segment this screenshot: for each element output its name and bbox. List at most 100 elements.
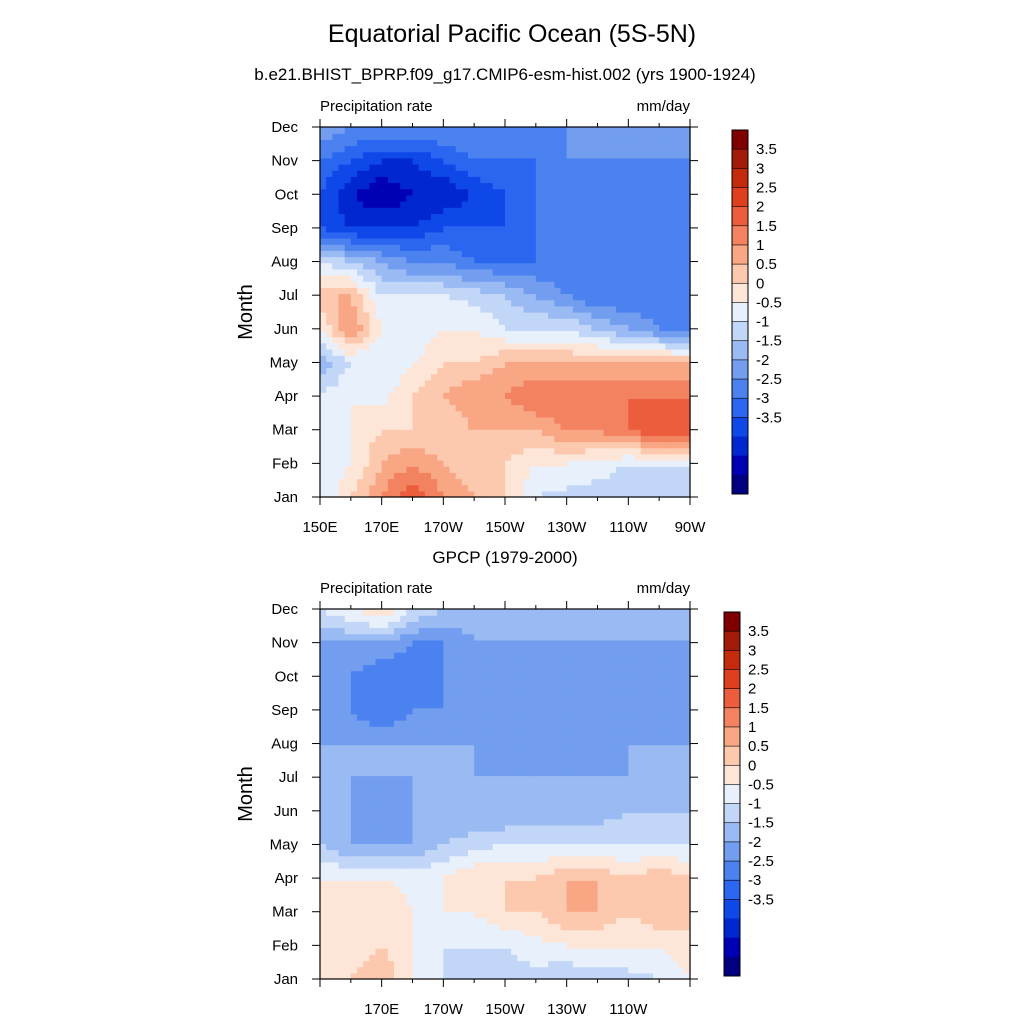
- heatmap-cell: [646, 287, 654, 295]
- heatmap-cell: [332, 490, 340, 498]
- heatmap-cell: [597, 201, 605, 208]
- heatmap-cell: [468, 460, 475, 467]
- heatmap-cell: [350, 188, 358, 196]
- heatmap-cell: [597, 170, 605, 177]
- heatmap-cell: [535, 392, 543, 399]
- heatmap-cell: [369, 942, 377, 949]
- heatmap-cell: [381, 231, 389, 239]
- heatmap-cell: [653, 905, 660, 912]
- heatmap-cell: [683, 886, 691, 894]
- heatmap-cell: [320, 954, 327, 962]
- heatmap-cell: [320, 194, 327, 202]
- heatmap-cell: [437, 268, 444, 276]
- heatmap-cell: [498, 164, 506, 171]
- heatmap-cell: [646, 855, 654, 863]
- heatmap-cell: [665, 868, 673, 875]
- y-tick-label: Sep: [271, 220, 298, 237]
- heatmap-cell: [505, 905, 512, 912]
- heatmap-cell: [542, 281, 549, 288]
- heatmap-cell: [579, 373, 586, 381]
- heatmap-cell: [424, 367, 432, 375]
- heatmap-cell: [616, 250, 623, 258]
- heatmap-cell: [566, 416, 574, 424]
- heatmap-cell: [387, 182, 395, 190]
- heatmap-cell: [579, 151, 586, 159]
- heatmap-cell: [369, 892, 377, 900]
- heatmap-cell: [683, 905, 691, 912]
- heatmap-cell: [646, 460, 654, 467]
- heatmap-cell: [609, 330, 617, 338]
- heatmap-cell: [597, 268, 605, 276]
- heatmap-cell: [424, 194, 432, 202]
- heatmap-cell: [412, 886, 420, 894]
- heatmap-cell: [523, 151, 531, 159]
- heatmap-cell: [634, 490, 642, 498]
- heatmap-cell: [554, 398, 562, 406]
- heatmap-cell: [640, 293, 648, 301]
- heatmap-cell: [357, 361, 364, 369]
- heatmap-cell: [529, 911, 537, 918]
- heatmap-cell: [653, 929, 660, 937]
- heatmap-cell: [332, 281, 340, 288]
- heatmap-cell: [634, 164, 642, 171]
- heatmap-cell: [461, 911, 469, 918]
- heatmap-cell: [468, 188, 475, 196]
- heatmap-cell: [609, 324, 617, 332]
- heatmap-cell: [332, 410, 340, 418]
- heatmap-cell: [431, 478, 438, 486]
- heatmap-cell: [677, 244, 685, 251]
- heatmap-cell: [517, 238, 525, 245]
- heatmap-cell: [455, 868, 463, 875]
- heatmap-cell: [320, 127, 327, 134]
- heatmap-cell: [338, 281, 346, 288]
- heatmap-cell: [486, 151, 494, 159]
- heatmap-cell: [523, 478, 531, 486]
- heatmap-cell: [437, 453, 444, 461]
- heatmap-cell: [640, 935, 648, 943]
- heatmap-cell: [659, 849, 666, 857]
- heatmap-cell: [480, 133, 488, 140]
- heatmap-cell: [480, 868, 488, 875]
- heatmap-cell: [455, 336, 463, 344]
- heatmap-cell: [677, 423, 685, 430]
- heatmap-cell: [548, 898, 555, 906]
- heatmap-cell: [461, 231, 469, 239]
- heatmap-cell: [418, 942, 426, 949]
- heatmap-cell: [412, 342, 420, 350]
- heatmap-cell: [591, 447, 599, 455]
- heatmap-cell: [548, 392, 555, 399]
- heatmap-cell: [320, 843, 327, 851]
- heatmap-cell: [683, 250, 691, 258]
- heatmap-cell: [431, 929, 438, 937]
- heatmap-cell: [585, 213, 592, 221]
- heatmap-cell: [628, 268, 636, 276]
- x-tick-label: 170W: [424, 519, 464, 536]
- heatmap-cell: [387, 966, 395, 974]
- heatmap-cell: [387, 225, 395, 233]
- heatmap-cell: [640, 330, 648, 338]
- heatmap-cell: [350, 478, 358, 486]
- heatmap-cell: [400, 139, 407, 147]
- heatmap-cell: [683, 386, 691, 393]
- heatmap-cell: [443, 219, 451, 227]
- heatmap-cell: [616, 324, 623, 332]
- heatmap-cell: [431, 379, 438, 387]
- heatmap-cell: [406, 466, 414, 473]
- heatmap-cell: [683, 367, 691, 375]
- heatmap-cell: [320, 293, 327, 301]
- heatmap-cell: [535, 923, 543, 931]
- heatmap-cell: [511, 911, 518, 918]
- heatmap-cell: [381, 966, 389, 974]
- heatmap-cell: [320, 275, 327, 282]
- heatmap-cell: [375, 868, 383, 875]
- heatmap-cell: [320, 929, 327, 937]
- heatmap-cell: [455, 213, 463, 221]
- heatmap-cell: [646, 929, 654, 937]
- heatmap-cell: [591, 219, 599, 227]
- heatmap-cell: [634, 133, 642, 140]
- heatmap-cell: [523, 972, 531, 980]
- heatmap-cell: [381, 268, 389, 276]
- heatmap-cell: [369, 225, 377, 233]
- heatmap-cell: [542, 435, 549, 443]
- heatmap-cell: [548, 268, 555, 276]
